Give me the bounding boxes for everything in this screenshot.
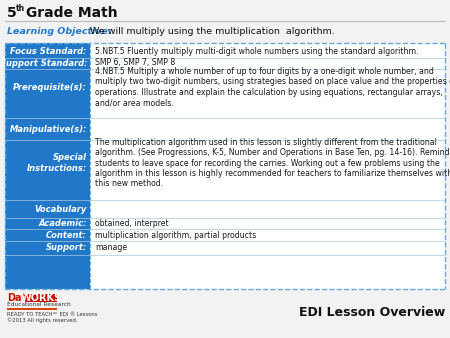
- Bar: [25, 294, 57, 302]
- Text: Special
Instructions:: Special Instructions:: [27, 153, 87, 173]
- Bar: [5, 43, 90, 289]
- Text: Data: Data: [7, 293, 32, 303]
- Text: EDI Lesson Overview: EDI Lesson Overview: [299, 307, 445, 319]
- Text: Content:: Content:: [46, 232, 87, 241]
- Text: multiplication algorithm, partial products: multiplication algorithm, partial produc…: [95, 232, 256, 241]
- Text: SMP 6, SMP 7, SMP 8: SMP 6, SMP 7, SMP 8: [95, 58, 175, 68]
- Bar: [7, 308, 57, 310]
- Text: Support:: Support:: [46, 243, 87, 252]
- Text: manage: manage: [95, 243, 127, 252]
- Text: Grade Math: Grade Math: [21, 6, 117, 20]
- Bar: [5, 43, 445, 289]
- Text: WORKS: WORKS: [20, 293, 62, 303]
- Text: Educational Research: Educational Research: [7, 303, 71, 308]
- Text: We will multiply using the multiplication  algorithm.: We will multiply using the multiplicatio…: [90, 27, 335, 37]
- Text: Support Standard:: Support Standard:: [0, 58, 87, 68]
- Text: Vocabulary: Vocabulary: [35, 206, 87, 215]
- Text: 5.NBT.5 Fluently multiply multi-digit whole numbers using the standard algorithm: 5.NBT.5 Fluently multiply multi-digit wh…: [95, 48, 418, 56]
- Text: 4.NBT.5 Multiply a whole number of up to four digits by a one-digit whole number: 4.NBT.5 Multiply a whole number of up to…: [95, 67, 450, 107]
- Text: ©2013 All rights reserved.: ©2013 All rights reserved.: [7, 317, 77, 323]
- Text: obtained, interpret: obtained, interpret: [95, 219, 169, 228]
- Text: Manipulative(s):: Manipulative(s):: [9, 125, 87, 135]
- Text: Focus Standard:: Focus Standard:: [10, 48, 87, 56]
- Text: READY TO TEACH℠ EDI ® Lessons: READY TO TEACH℠ EDI ® Lessons: [7, 312, 98, 316]
- Text: Learning Objective:: Learning Objective:: [7, 27, 112, 37]
- Text: Prerequisite(s):: Prerequisite(s):: [13, 82, 87, 92]
- Text: Academic:: Academic:: [39, 219, 87, 228]
- Text: 5: 5: [7, 6, 17, 20]
- Text: th: th: [16, 4, 25, 13]
- Text: The multiplication algorithm used in this lesson is slightly different from the : The multiplication algorithm used in thi…: [95, 138, 450, 188]
